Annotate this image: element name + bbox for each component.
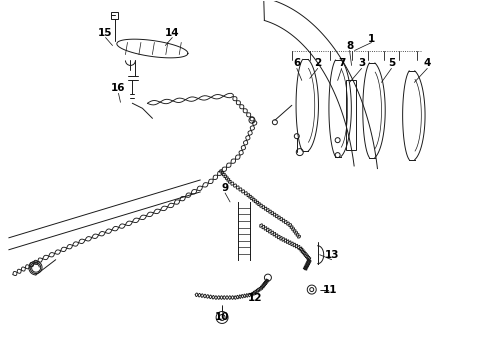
Text: 3: 3: [358, 58, 365, 68]
Text: 5: 5: [388, 58, 395, 68]
Text: 10: 10: [215, 312, 229, 323]
Text: 4: 4: [424, 58, 431, 68]
Text: 11: 11: [322, 284, 337, 294]
Text: 2: 2: [314, 58, 321, 68]
Text: 1: 1: [368, 33, 375, 44]
Text: 14: 14: [165, 28, 180, 37]
Text: 15: 15: [98, 28, 113, 37]
Text: 7: 7: [338, 58, 345, 68]
Text: 16: 16: [111, 84, 126, 93]
Text: 8: 8: [346, 41, 353, 50]
Text: 12: 12: [248, 293, 262, 302]
Text: 13: 13: [324, 250, 339, 260]
Text: 6: 6: [293, 58, 300, 68]
Text: 9: 9: [221, 183, 229, 193]
